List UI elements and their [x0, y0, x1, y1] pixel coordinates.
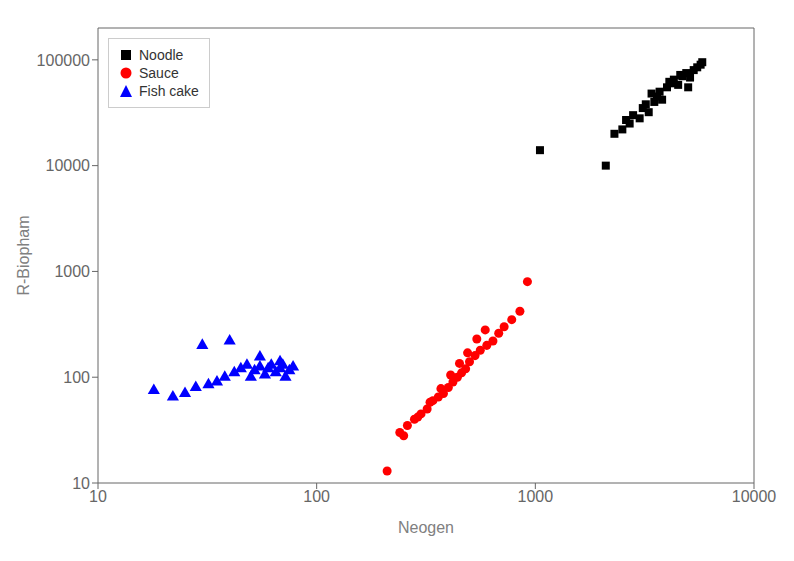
svg-text:Neogen: Neogen [398, 519, 454, 536]
svg-text:10000: 10000 [46, 157, 91, 174]
svg-text:10000: 10000 [732, 488, 777, 505]
svg-text:10: 10 [72, 475, 90, 492]
html-text:Fish cake: Fish cake [139, 83, 199, 99]
svg-text:100: 100 [303, 488, 330, 505]
svg-text:10: 10 [89, 488, 107, 505]
svg-text:1000: 1000 [518, 488, 554, 505]
svg-text:100000: 100000 [37, 52, 90, 69]
html-text:Noodle: Noodle [139, 47, 184, 63]
svg-text:100: 100 [63, 369, 90, 386]
svg-text:1000: 1000 [54, 263, 90, 280]
html-text:Sauce: Sauce [139, 65, 179, 81]
svg-text:R-Biopham: R-Biopham [15, 215, 32, 295]
